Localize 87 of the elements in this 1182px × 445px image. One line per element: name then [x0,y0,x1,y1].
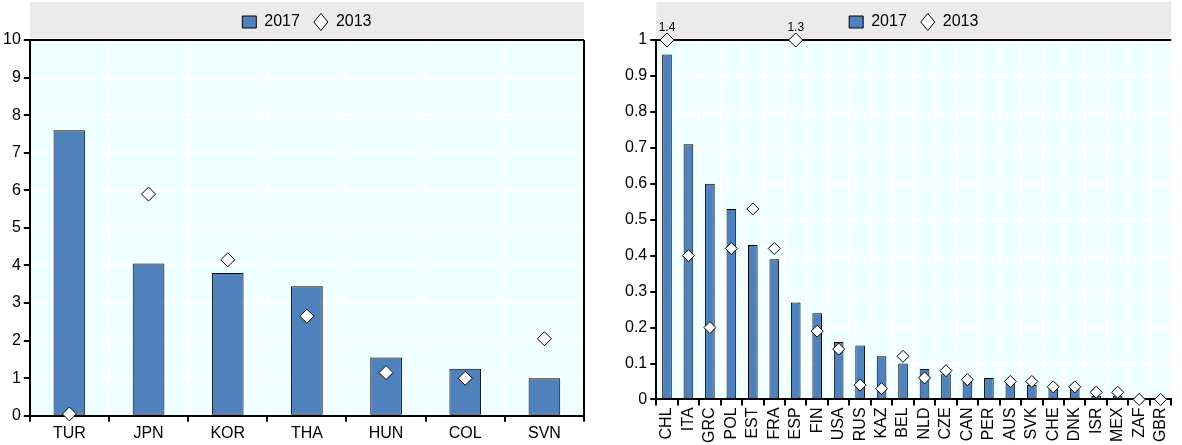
point [1025,374,1039,388]
point [1154,392,1168,406]
y-tick-label: 4 [11,255,21,273]
y-tick-label: 1 [638,30,648,48]
x-tick-label: MEX [1108,407,1126,443]
x-tick-label: USA [829,407,847,441]
y-tick-label: 2 [11,331,21,349]
x-tick-label: PER [979,407,997,441]
x-tick-label: SVK [1022,407,1040,440]
x-tick-label: HUN [368,423,404,441]
x-tick-label: FRA [764,407,782,440]
y-tick-label: 0.4 [624,246,648,264]
x-tick-label: DNK [1065,407,1083,442]
point [767,241,781,255]
point [832,342,846,356]
x-tick-label: ZAF [1129,407,1147,438]
point [875,382,889,396]
y-tick-label: 6 [11,180,21,198]
y-tick-label: 7 [11,143,21,161]
x-tick-label: BEL [893,407,911,438]
point [1132,392,1146,406]
point [746,202,760,216]
x-tick-label: EST [743,407,761,439]
point [299,308,315,324]
y-tick-label: 0 [638,389,648,407]
point [457,370,473,386]
x-tick-label: KOR [210,423,246,441]
annotation: 1.3 [787,20,805,35]
annotation: 1.4 [658,20,676,35]
point [1003,374,1017,388]
y-tick-label: 1 [11,368,21,386]
y-tick-label: 0.6 [624,174,648,192]
point [960,373,974,387]
y-tick-label: 0.8 [624,102,648,120]
legend-label: 2013 [942,12,979,30]
point [1089,385,1103,399]
point [536,331,552,347]
legend-label: 2017 [871,12,907,30]
point [1046,380,1060,394]
y-tick-label: 0 [11,406,21,424]
y-tick-label: 0.2 [624,317,648,335]
x-tick-label: CZE [936,407,954,440]
y-tick-label: 0.5 [624,210,648,228]
point [220,252,236,268]
y-tick-label: 8 [11,105,21,123]
y-tick-label: 9 [11,67,21,85]
x-tick-label: CHL [657,407,675,440]
x-tick-label: FIN [807,407,825,434]
x-tick-label: COL [448,423,482,441]
point [1068,380,1082,394]
x-tick-label: TUR [52,423,86,441]
y-tick-label: 0.7 [624,138,648,156]
point [853,378,867,392]
point [141,186,157,202]
y-tick-label: 5 [11,218,21,236]
point [681,249,695,263]
point [378,365,394,381]
x-tick-label: SVN [527,423,561,441]
point [703,321,717,335]
x-tick-label: GBR [1150,407,1168,443]
x-tick-label: ITA [678,407,696,432]
x-tick-label: JPN [133,423,164,441]
y-tick-label: 0.9 [624,66,648,84]
point [1111,385,1125,399]
legend-label: 2017 [264,12,300,30]
x-tick-label: GRC [700,407,718,444]
y-tick-label: 3 [11,293,21,311]
x-tick-label: POL [721,407,739,440]
legend-label: 2013 [335,12,372,30]
x-tick-label: ISR [1086,407,1104,435]
x-tick-label: THA [290,423,324,441]
x-tick-label: KAZ [871,407,889,439]
point [724,241,738,255]
x-tick-label: RUS [850,407,868,442]
point [939,364,953,378]
x-tick-label: ESP [786,407,804,440]
y-tick-label: 10 [3,30,21,48]
x-tick-label: AUS [1000,407,1018,441]
point [918,371,932,385]
point [61,406,77,422]
y-tick-label: 0.3 [624,282,648,300]
point [810,324,824,338]
point [896,349,910,363]
y-tick-label: 0.1 [624,353,648,371]
x-tick-label: CAN [957,407,975,442]
x-tick-label: CHE [1043,407,1061,442]
x-tick-label: NLD [914,407,932,440]
